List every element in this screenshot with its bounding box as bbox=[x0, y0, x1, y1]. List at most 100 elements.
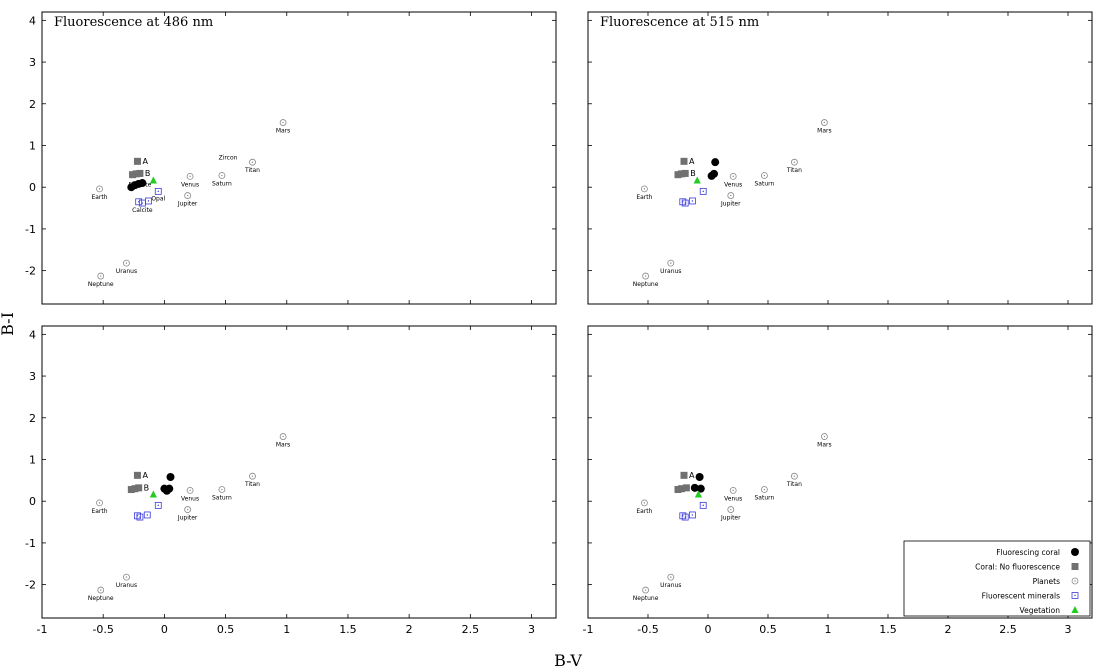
legend-entry-label: Coral: No fluorescence bbox=[975, 563, 1060, 572]
data-point bbox=[711, 158, 720, 167]
y-tick-label: 1 bbox=[29, 139, 36, 152]
x-tick-label: 2.5 bbox=[462, 623, 480, 636]
plot-frame bbox=[587, 11, 1093, 305]
point-label: Neptune bbox=[88, 595, 114, 602]
point-label: B bbox=[144, 483, 150, 492]
data-point bbox=[132, 170, 140, 178]
data-point bbox=[674, 486, 682, 494]
legend-marker bbox=[1071, 563, 1079, 570]
point-label: Uranus bbox=[660, 582, 681, 589]
data-point bbox=[165, 484, 174, 493]
point-label: Mars bbox=[817, 128, 831, 135]
data-point bbox=[96, 185, 103, 193]
data-point bbox=[791, 158, 798, 166]
data-point bbox=[97, 272, 105, 280]
y-tick-label: -1 bbox=[25, 537, 36, 550]
scatter-panel-2: Fluorescence at 515 nm Earth NeptuneUranus… bbox=[587, 11, 1093, 305]
legend-entry-label: Vegetation bbox=[1020, 606, 1061, 615]
point-label: Venus bbox=[181, 181, 199, 188]
x-tick-label: 2 bbox=[945, 623, 952, 636]
data-point bbox=[791, 472, 798, 480]
series-fluorescing-coral bbox=[160, 473, 175, 495]
x-tick-label: 0.5 bbox=[217, 623, 235, 636]
data-point bbox=[135, 484, 143, 492]
data-point bbox=[678, 485, 686, 493]
data-point bbox=[681, 513, 689, 521]
data-point bbox=[133, 471, 141, 479]
point-label: Jupiter bbox=[177, 515, 198, 522]
legend-marker bbox=[1071, 577, 1079, 585]
point-label: Neptune bbox=[633, 595, 659, 602]
data-point bbox=[696, 484, 705, 493]
series-vegetation bbox=[149, 490, 157, 498]
y-tick-label: 1 bbox=[29, 453, 36, 466]
data-point bbox=[699, 501, 707, 509]
x-tick-label: -0.5 bbox=[637, 623, 658, 636]
legend-marker bbox=[1071, 548, 1079, 556]
data-point bbox=[642, 272, 649, 280]
series-fluorescing-coral bbox=[707, 158, 720, 180]
data-point bbox=[761, 486, 768, 493]
point-label: Uranus bbox=[116, 268, 137, 275]
data-point bbox=[641, 185, 648, 193]
data-point bbox=[694, 490, 702, 498]
data-point bbox=[689, 197, 696, 205]
point-label: Venus bbox=[181, 495, 199, 502]
point-label: Saturn bbox=[212, 495, 232, 502]
x-tick-label: 0 bbox=[705, 623, 712, 636]
legend-entry-label: Fluorescing coral bbox=[996, 548, 1060, 557]
x-tick-label: 3 bbox=[528, 623, 535, 636]
data-point bbox=[680, 471, 688, 479]
point-label: A bbox=[142, 471, 148, 480]
data-point bbox=[642, 586, 649, 594]
legend-box bbox=[903, 540, 1091, 617]
data-point bbox=[136, 513, 144, 521]
x-tick-label: 1 bbox=[283, 623, 290, 636]
scatter-panel-3: -1 -0.5 0 0.5 1 1.5 2 2.5 3 -2 -1 0 1 2 3 4 Earth Neptune… bbox=[25, 325, 557, 636]
data-point bbox=[729, 172, 737, 180]
data-point bbox=[149, 176, 157, 184]
data-point bbox=[123, 573, 130, 581]
data-point bbox=[641, 499, 648, 507]
series-fluorescent-minerals bbox=[679, 501, 707, 521]
legend-marker bbox=[1071, 606, 1079, 613]
data-point bbox=[143, 511, 151, 519]
point-label: Jupiter bbox=[177, 201, 198, 208]
data-point bbox=[279, 119, 287, 126]
point-label: Mars bbox=[817, 442, 831, 449]
x-tick-label: 1 bbox=[825, 623, 832, 636]
x-tick-label: 3 bbox=[1065, 623, 1072, 636]
x-tick-label: 1.5 bbox=[339, 623, 357, 636]
data-point bbox=[218, 172, 226, 179]
data-point bbox=[145, 197, 152, 205]
y-tick-label: -1 bbox=[25, 223, 36, 236]
x-tick-label: 0 bbox=[161, 623, 168, 636]
data-point bbox=[681, 199, 689, 207]
point-label: Calcite bbox=[132, 207, 153, 214]
data-point bbox=[690, 483, 699, 492]
y-tick-label: -2 bbox=[25, 265, 36, 278]
data-point bbox=[727, 192, 735, 199]
legend-entry-label: Fluorescent minerals bbox=[982, 592, 1061, 601]
data-point bbox=[154, 501, 162, 509]
y-tick-label: 3 bbox=[29, 56, 36, 69]
data-point bbox=[821, 433, 828, 440]
data-point bbox=[667, 573, 675, 581]
data-point bbox=[729, 486, 737, 494]
data-point bbox=[761, 172, 768, 179]
data-point bbox=[681, 169, 689, 177]
scatter-panel-1: -2 -1 0 1 2 3 4 Fluorescence at 486 nm Earth Nept… bbox=[25, 11, 557, 305]
plot-frame bbox=[587, 325, 1093, 619]
data-point bbox=[186, 172, 194, 180]
point-label: B bbox=[145, 169, 151, 178]
series-vegetation bbox=[694, 490, 702, 498]
series-fluorescent-minerals bbox=[679, 187, 707, 207]
point-label: A bbox=[689, 157, 695, 166]
x-axis-title: B-V bbox=[554, 651, 582, 670]
point-label: Neptune bbox=[633, 281, 659, 288]
data-point bbox=[727, 506, 735, 513]
